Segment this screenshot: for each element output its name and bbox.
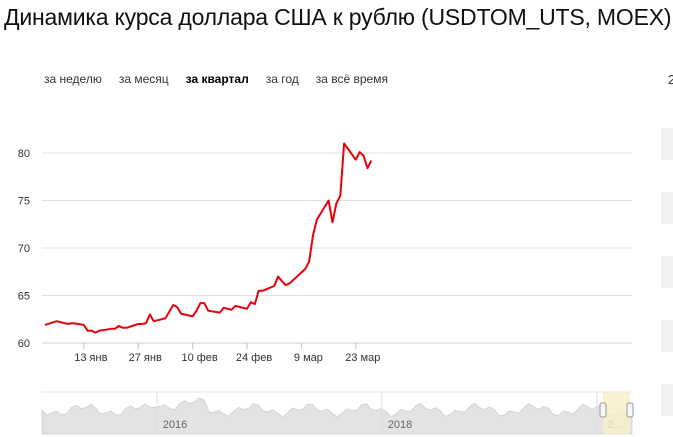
series-line xyxy=(44,142,373,334)
navigator-handle[interactable] xyxy=(626,402,634,418)
y-tick-label: 70 xyxy=(18,243,30,255)
y-tick-label: 60 xyxy=(18,338,30,350)
page-title: Динамика курса доллара США к рублю (USDT… xyxy=(4,4,672,30)
side-cell xyxy=(661,128,673,160)
x-tick-label: 24 фев xyxy=(236,352,272,364)
side-table-edge xyxy=(661,0,673,437)
tab-quarter[interactable]: за квартал xyxy=(185,72,249,86)
side-cell xyxy=(661,320,673,352)
x-tick-label: 23 мар xyxy=(345,352,380,364)
y-tick-label: 65 xyxy=(18,291,30,303)
tab-all-time[interactable]: за всё время xyxy=(315,72,388,86)
side-label: 2 xyxy=(668,72,673,87)
line-chart: 60 65 70 75 80 13 янв 27 янв 10 фев 24 фев 9 мар 2… xyxy=(18,142,634,435)
x-tick-label: 27 янв xyxy=(129,352,162,364)
tab-month[interactable]: за месяц xyxy=(118,72,169,86)
x-tick-label: 10 фев xyxy=(181,352,217,364)
side-cell xyxy=(661,384,673,416)
navigator-area xyxy=(41,397,633,435)
x-tick-label: 9 мар xyxy=(294,352,323,364)
navigator-handle[interactable] xyxy=(599,402,607,418)
period-tabs: за неделю за месяц за квартал за год за … xyxy=(44,72,405,86)
x-tick-label: 13 янв xyxy=(74,352,107,364)
navigator-year-label: 2018 xyxy=(388,419,412,431)
y-tick-label: 80 xyxy=(18,148,30,160)
side-cell xyxy=(661,256,673,288)
navigator-selection[interactable] xyxy=(603,392,630,434)
tab-week[interactable]: за неделю xyxy=(44,72,102,86)
y-tick-label: 75 xyxy=(18,196,30,208)
tab-year[interactable]: за год xyxy=(265,72,299,86)
navigator-year-label: 2016 xyxy=(163,419,187,431)
side-cell xyxy=(661,192,673,224)
